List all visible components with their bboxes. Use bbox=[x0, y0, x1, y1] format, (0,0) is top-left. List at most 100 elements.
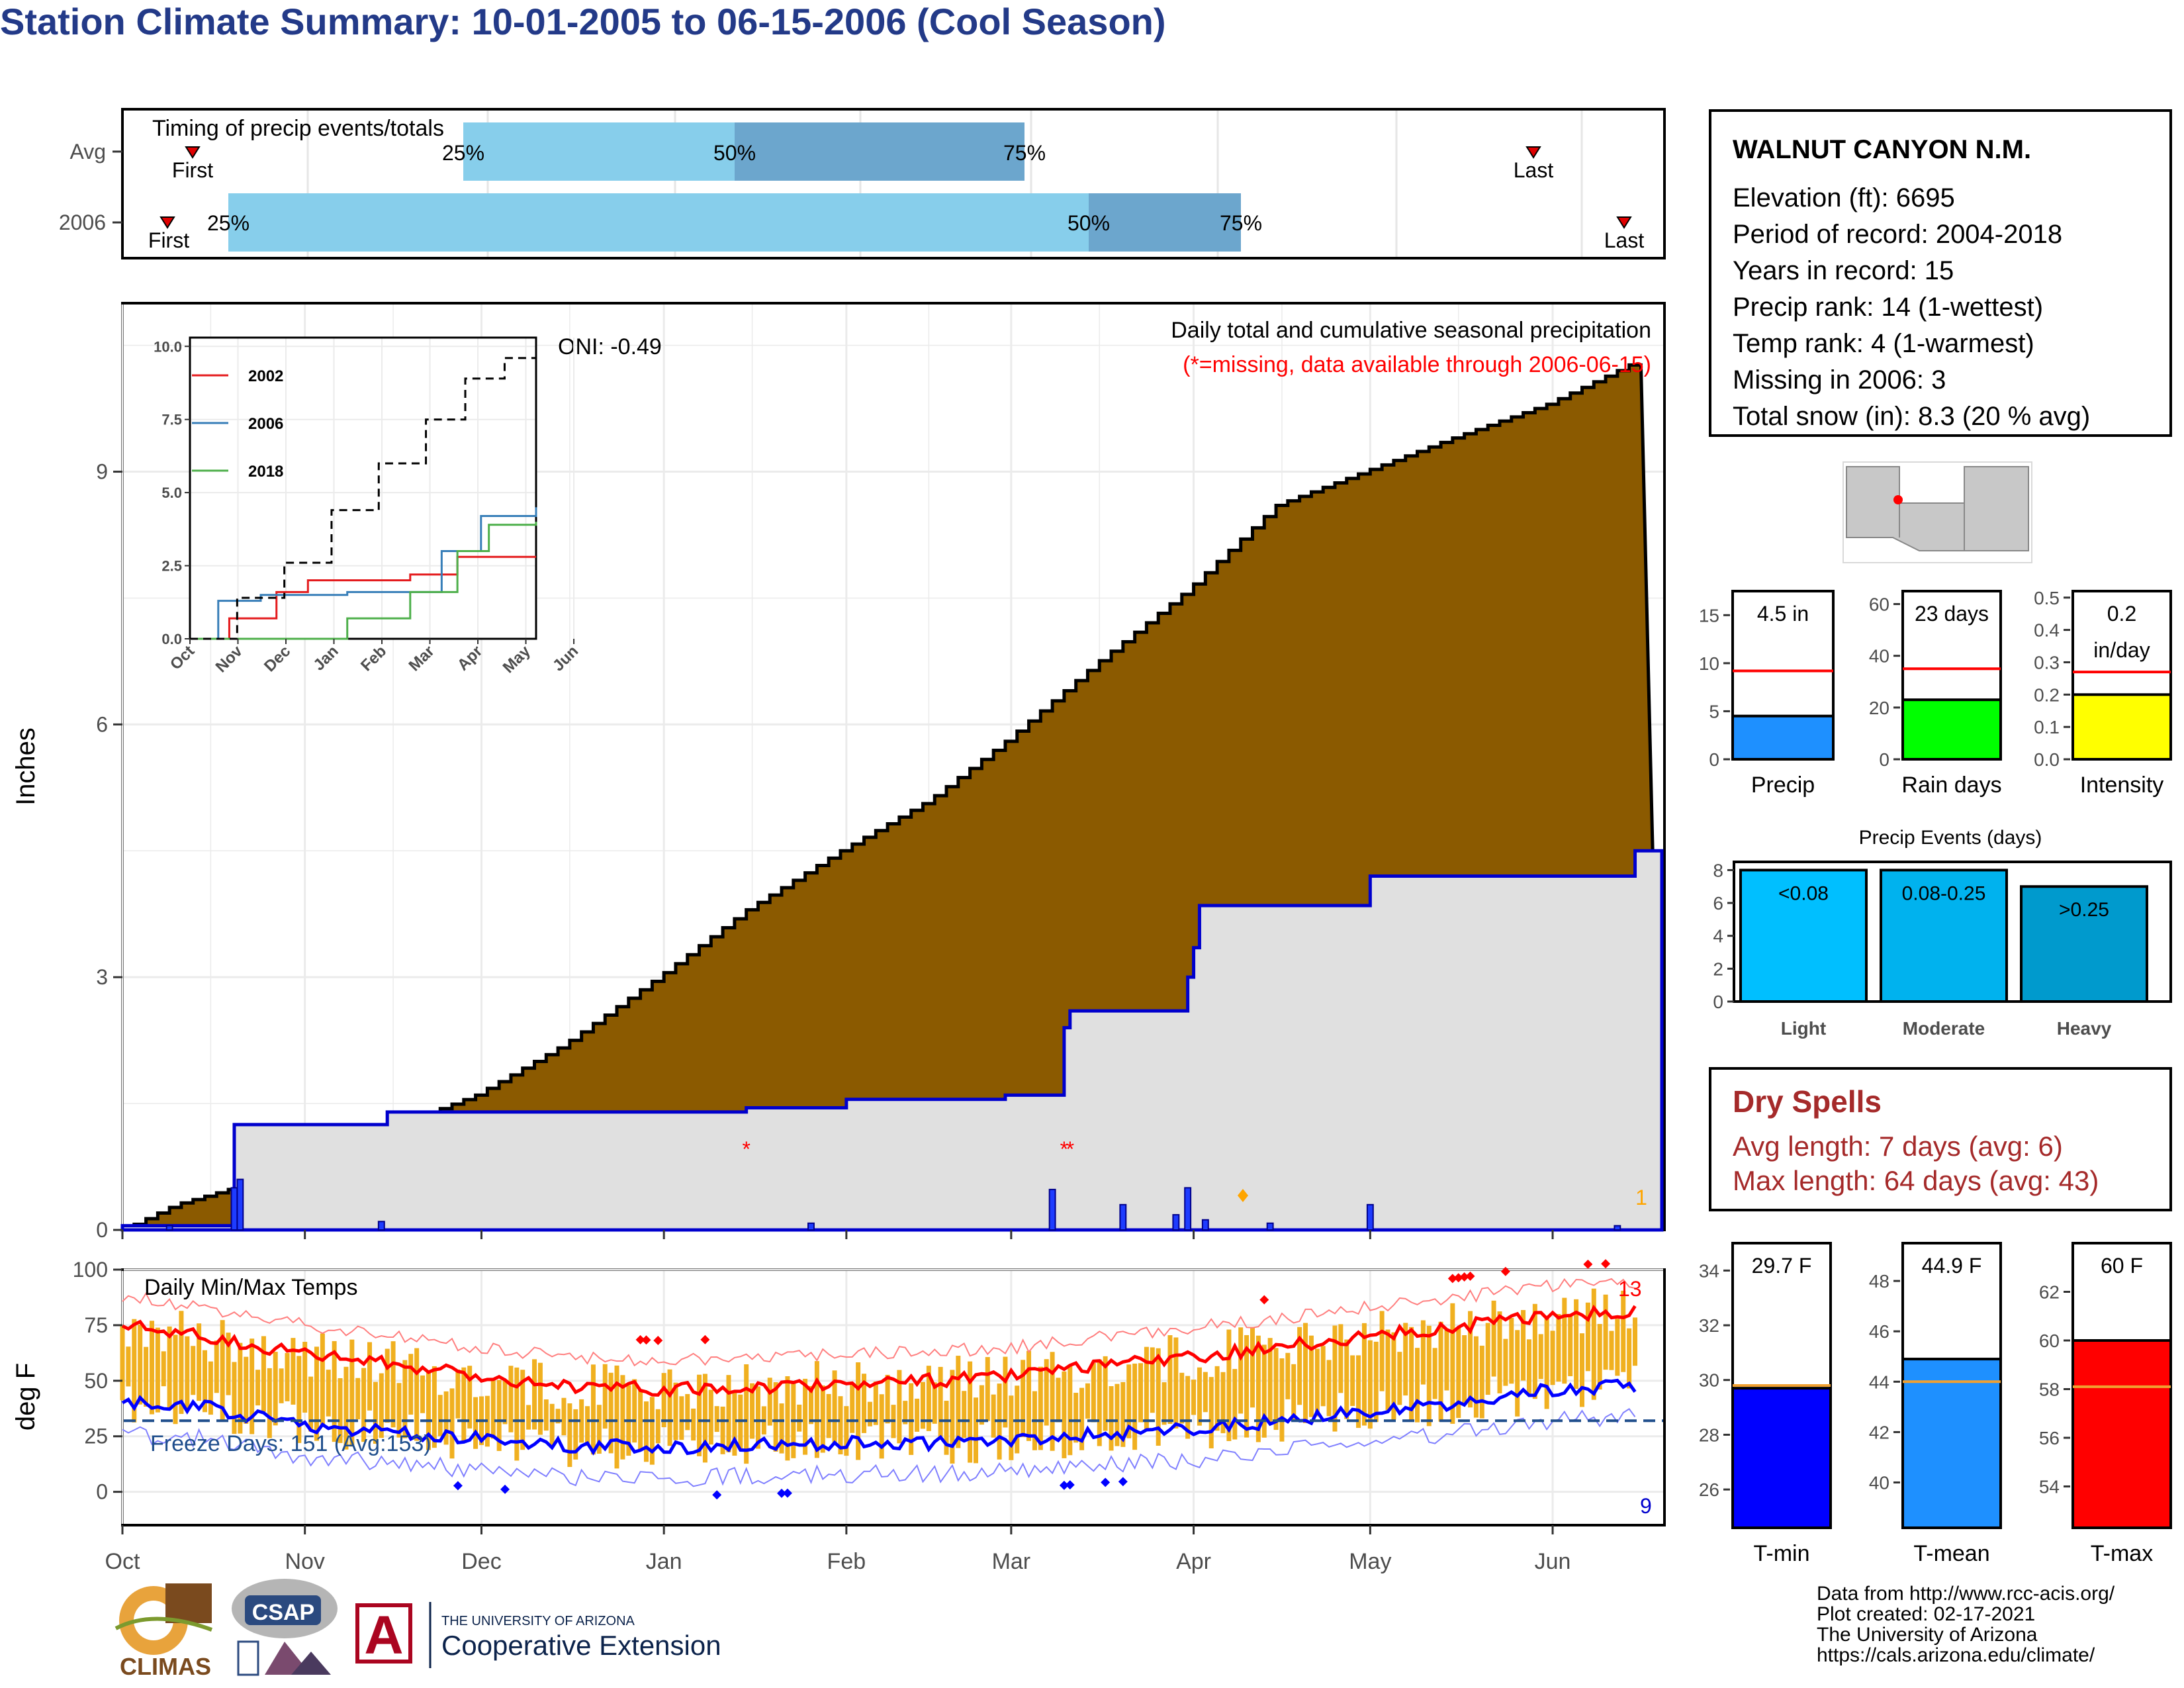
timing-row-2006: 2006 bbox=[59, 211, 106, 234]
daily-temp-bar bbox=[532, 1359, 537, 1430]
daily-temp-bar bbox=[732, 1392, 737, 1456]
record-low-marker bbox=[782, 1488, 792, 1498]
daily-temp-bar bbox=[185, 1336, 190, 1409]
daily-temp-bar bbox=[1144, 1346, 1149, 1430]
record-low-marker bbox=[1059, 1480, 1069, 1490]
daily-temp-bar bbox=[1267, 1338, 1273, 1424]
y-tick-label: 0 bbox=[96, 1480, 108, 1504]
summary-value-label: 44.9 F bbox=[1922, 1254, 1982, 1278]
y-tick-label: 0.5 bbox=[2034, 588, 2060, 608]
daily-temp-bar bbox=[1603, 1294, 1608, 1370]
daily-temp-bar bbox=[608, 1372, 614, 1454]
y-tick-label: 28 bbox=[1699, 1425, 1719, 1445]
daily-temp-bar bbox=[561, 1397, 567, 1436]
record-high-marker bbox=[700, 1335, 710, 1344]
daily-temp-bar bbox=[1085, 1383, 1090, 1419]
daily-temp-bar bbox=[1103, 1356, 1108, 1431]
daily-temp-bar bbox=[567, 1403, 572, 1468]
y-tick-label: 0.2 bbox=[2034, 684, 2060, 705]
daily-temp-bar bbox=[385, 1348, 390, 1423]
daily-temp-bar bbox=[1044, 1359, 1049, 1426]
daily-temp-bar bbox=[1326, 1360, 1332, 1417]
daily-temp-bar bbox=[238, 1342, 243, 1434]
daily-precip-bar bbox=[1184, 1187, 1192, 1231]
daily-temp-bar bbox=[968, 1361, 973, 1463]
daily-temp-bar bbox=[1232, 1369, 1238, 1440]
daily-temp-bar bbox=[250, 1338, 255, 1434]
month-label: Dec bbox=[461, 1549, 501, 1574]
daily-temp-bar bbox=[167, 1326, 172, 1410]
daily-temp-bar bbox=[1308, 1335, 1314, 1417]
first-label-avg: First bbox=[172, 158, 213, 182]
daily-temp-bar bbox=[1438, 1321, 1443, 1422]
daily-temp-bar bbox=[1414, 1348, 1420, 1423]
first-marker-2006 bbox=[159, 216, 175, 229]
pct-label: 75% bbox=[1220, 211, 1262, 235]
y-tick-label: 44 bbox=[1869, 1372, 1889, 1392]
daily-temp-bar bbox=[232, 1362, 237, 1434]
record-high-line bbox=[122, 1278, 1635, 1367]
precip-title: Daily total and cumulative seasonal prec… bbox=[1171, 318, 1651, 343]
y-tick-label: 60 bbox=[1869, 594, 1889, 615]
daily-temp-bar bbox=[161, 1351, 166, 1387]
month-label: Feb bbox=[827, 1549, 866, 1574]
daily-temp-bar bbox=[838, 1396, 843, 1455]
missing-mark: * bbox=[1060, 1137, 1068, 1161]
daily-temp-bar bbox=[355, 1378, 361, 1420]
daily-temp-bar bbox=[585, 1406, 590, 1446]
daily-temp-bar bbox=[549, 1403, 555, 1447]
daily-temp-bar bbox=[1621, 1290, 1626, 1372]
record-high-marker bbox=[1459, 1272, 1469, 1282]
temp-label: Daily Min/Max Temps bbox=[144, 1275, 357, 1300]
daily-temp-bar bbox=[1238, 1327, 1244, 1414]
climas-text: CLIMAS bbox=[120, 1653, 211, 1680]
daily-temp-bar bbox=[308, 1376, 314, 1432]
inset-y-label: 0.0 bbox=[161, 631, 182, 647]
daily-precip-bar bbox=[1048, 1188, 1056, 1231]
y-tick-label: 2 bbox=[1713, 959, 1723, 979]
daily-temp-bar bbox=[826, 1393, 831, 1438]
daily-temp-bar bbox=[808, 1385, 813, 1425]
daily-temp-bar bbox=[1350, 1355, 1355, 1406]
events-category-label: Light bbox=[1781, 1018, 1826, 1039]
daily-temp-bar bbox=[814, 1361, 819, 1458]
daily-temp-bar bbox=[620, 1375, 625, 1460]
y-tick-label: 0.4 bbox=[2034, 620, 2060, 641]
daily-temp-bar bbox=[1532, 1303, 1537, 1399]
daily-temp-bar bbox=[1273, 1348, 1279, 1430]
summary-chart-t-mean: 40 42 44 46 48 44.9 F T-mean bbox=[1869, 1242, 2002, 1566]
daily-temp-bar bbox=[1250, 1327, 1255, 1408]
y-tick-label: 0 bbox=[1713, 992, 1723, 1012]
daily-precip-bar bbox=[807, 1222, 815, 1231]
pct-label: 50% bbox=[713, 141, 756, 165]
record-high-marker bbox=[1259, 1295, 1269, 1305]
daily-temp-bar bbox=[261, 1336, 266, 1412]
2006-cumulative-area bbox=[120, 849, 1664, 1232]
daily-temp-bar bbox=[1491, 1300, 1496, 1377]
daily-temp-bar bbox=[155, 1327, 160, 1413]
ua-logo: A THE UNIVERSITY OF ARIZONA Cooperative … bbox=[355, 1602, 721, 1668]
daily-temp-bar bbox=[643, 1401, 649, 1462]
inset-y-label: 10.0 bbox=[154, 338, 182, 355]
daily-temp-bar bbox=[1132, 1363, 1138, 1450]
pct-label: 25% bbox=[442, 141, 484, 165]
daily-temp-bar bbox=[744, 1364, 749, 1464]
y-tick-label: 15 bbox=[1699, 605, 1719, 626]
first-label-2006: First bbox=[148, 228, 189, 252]
daily-temp-bar bbox=[1167, 1335, 1173, 1425]
daily-temp-bar bbox=[1579, 1333, 1584, 1407]
daily-temp-bar bbox=[1068, 1365, 1073, 1456]
summary-value-label: 60 F bbox=[2101, 1254, 2143, 1278]
summary-bar bbox=[1901, 698, 2002, 761]
daily-temp-bar bbox=[1279, 1358, 1285, 1442]
summary-bar bbox=[1731, 714, 1835, 761]
month-label: Jun bbox=[1535, 1549, 1571, 1574]
daily-temp-bar bbox=[832, 1370, 837, 1444]
y-tick-label: 50 bbox=[84, 1369, 108, 1393]
summary-category-label: T-max bbox=[2091, 1541, 2153, 1566]
y-tick-label: 75 bbox=[84, 1313, 108, 1337]
daily-temp-bar bbox=[979, 1385, 984, 1425]
daily-temp-bar bbox=[1562, 1297, 1567, 1384]
